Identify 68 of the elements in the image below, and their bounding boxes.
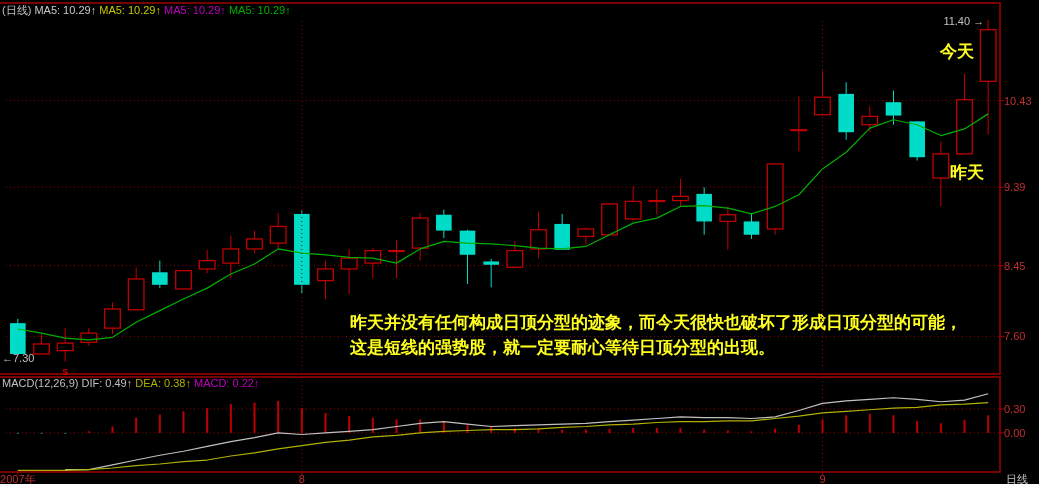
bar xyxy=(916,420,919,433)
bar xyxy=(182,411,185,433)
bar xyxy=(655,428,658,433)
bar xyxy=(300,408,303,433)
bar xyxy=(939,423,942,433)
series-label: MACD: 0.22↑ xyxy=(193,377,260,389)
candlestick xyxy=(388,239,405,279)
candlestick xyxy=(790,95,808,152)
y-tick-label: 9.39 xyxy=(1004,181,1026,194)
bar xyxy=(277,400,280,433)
bar xyxy=(584,429,587,433)
annotation: 11.40 → xyxy=(943,15,985,27)
x-tick-label: 2007年 xyxy=(0,473,36,484)
y-tick-label: 8.45 xyxy=(1004,259,1026,272)
x-tick-label: 9 xyxy=(819,473,826,484)
annotation: S xyxy=(62,367,69,377)
annotation: MA5: 10.29↑ xyxy=(99,4,165,16)
annotation: 昨天 xyxy=(949,163,984,182)
annotation: 今天 xyxy=(939,42,975,61)
bar xyxy=(206,408,209,433)
bar xyxy=(821,419,824,433)
bar xyxy=(158,414,161,433)
candlestick xyxy=(56,327,74,362)
text: DIF: 0.49↑ xyxy=(81,377,136,389)
bar xyxy=(987,415,990,433)
bar xyxy=(253,402,256,433)
y-tick-label: 10.43 xyxy=(1004,94,1032,107)
annotation: MA5: 10.29↑ xyxy=(164,4,229,16)
candlestick xyxy=(436,209,452,239)
bar xyxy=(963,420,966,433)
bar xyxy=(395,419,398,433)
candlestick xyxy=(885,90,902,126)
candlestick xyxy=(932,140,950,207)
text: DEA: 0.38↑ xyxy=(135,377,194,389)
y-tick-label: 0.00 xyxy=(1004,426,1026,439)
bar xyxy=(797,424,800,433)
annotation: MA5: 10.29↑ xyxy=(34,4,100,16)
bar xyxy=(135,417,138,433)
candlestick xyxy=(152,260,168,289)
bar xyxy=(348,416,351,433)
y-tick-label: 0.30 xyxy=(1004,402,1026,415)
x-tick-label: 8 xyxy=(298,473,305,484)
text: MA5: 10.29↑ xyxy=(228,4,291,16)
candlestick xyxy=(743,212,760,240)
bar xyxy=(845,415,848,433)
annotation: 昨天并没有任何构成日顶分型的迹象，而今天很快也破坏了形成日顶分型的可能， xyxy=(350,313,962,332)
bar xyxy=(608,428,611,433)
annotation: 这是短线的强势股，就一定要耐心等待日顶分型的出现。 xyxy=(349,338,775,357)
bar xyxy=(632,428,635,433)
bar xyxy=(561,429,564,433)
bar xyxy=(442,421,445,433)
candlestick xyxy=(648,188,666,216)
bar xyxy=(892,415,895,433)
bar xyxy=(111,426,114,433)
chart-title: MACD(12,26,9) xyxy=(2,377,82,389)
bar xyxy=(868,413,871,433)
candlestick xyxy=(483,258,499,288)
bar xyxy=(774,428,777,433)
bar xyxy=(726,430,729,433)
y-tick-label: 7.60 xyxy=(1004,330,1026,343)
bar xyxy=(229,404,232,433)
annotation: ←7.30 xyxy=(2,352,35,364)
bar xyxy=(371,417,374,433)
bar xyxy=(679,428,682,433)
bar xyxy=(324,412,327,433)
x-axis-title: 日线 xyxy=(1006,473,1028,484)
bar xyxy=(703,429,706,433)
chart-title: (日线) xyxy=(2,4,35,16)
